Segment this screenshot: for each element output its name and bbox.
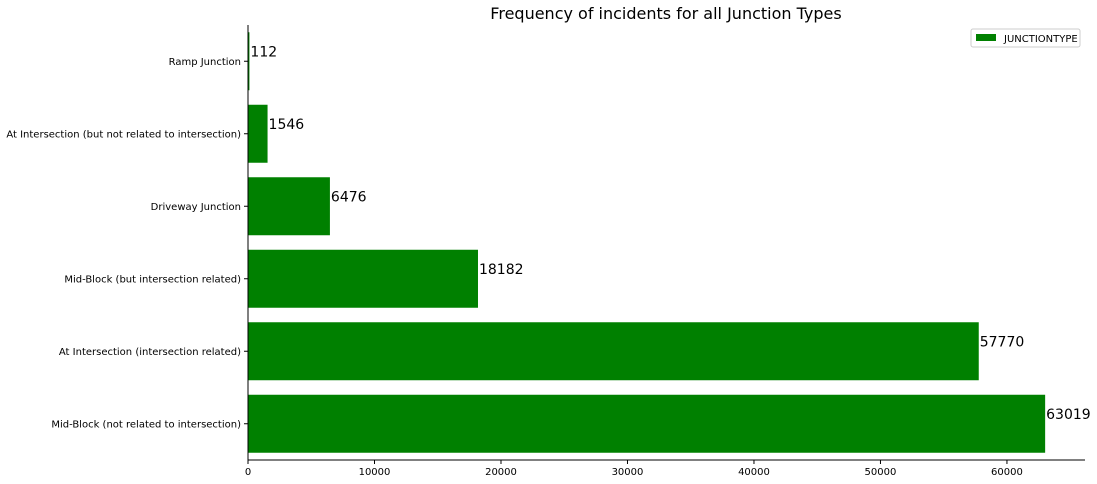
y-tick-label: Ramp Junction — [169, 57, 241, 68]
bar-value-label: 1546 — [269, 117, 305, 133]
y-tick-label: Mid-Block (not related to intersection) — [51, 419, 241, 430]
y-tick-label: At Intersection (intersection related) — [59, 347, 241, 358]
x-tick-label: 10000 — [359, 467, 391, 478]
x-tick-label: 40000 — [738, 467, 770, 478]
x-tick-label: 50000 — [865, 467, 897, 478]
legend-label: JUNCTIONTYPE — [1003, 34, 1078, 45]
y-tick-label: Driveway Junction — [151, 202, 241, 213]
x-tick-label: 60000 — [991, 467, 1023, 478]
bar — [248, 32, 250, 91]
bar — [248, 394, 1046, 453]
bars-group — [248, 32, 1046, 453]
legend: JUNCTIONTYPE — [970, 28, 1081, 48]
bar — [248, 104, 268, 163]
bar-value-label: 6476 — [331, 189, 367, 205]
x-tick-label: 0 — [245, 467, 251, 478]
chart-title: Frequency of incidents for all Junction … — [490, 4, 841, 23]
x-tick-label: 30000 — [612, 467, 644, 478]
bar — [248, 177, 330, 236]
y-axis-ticks: Mid-Block (not related to intersection) A… — [6, 57, 248, 430]
bar-value-label: 63019 — [1046, 407, 1091, 423]
x-tick-label: 20000 — [485, 467, 517, 478]
bar — [248, 322, 979, 381]
bar-value-label: 18182 — [479, 262, 524, 278]
bar — [248, 249, 478, 308]
y-tick-label: Mid-Block (but intersection related) — [64, 274, 241, 285]
y-tick-label: At Intersection (but not related to inte… — [6, 129, 241, 140]
legend-frame — [970, 28, 1081, 48]
x-axis-ticks: 0 10000 20000 30000 40000 50000 60000 — [245, 460, 1023, 478]
data-labels-group: 63019 57770 18182 6476 1546 112 — [250, 44, 1090, 423]
legend-swatch — [976, 34, 996, 41]
bar-value-label: 112 — [250, 44, 277, 60]
bar-value-label: 57770 — [980, 334, 1025, 350]
